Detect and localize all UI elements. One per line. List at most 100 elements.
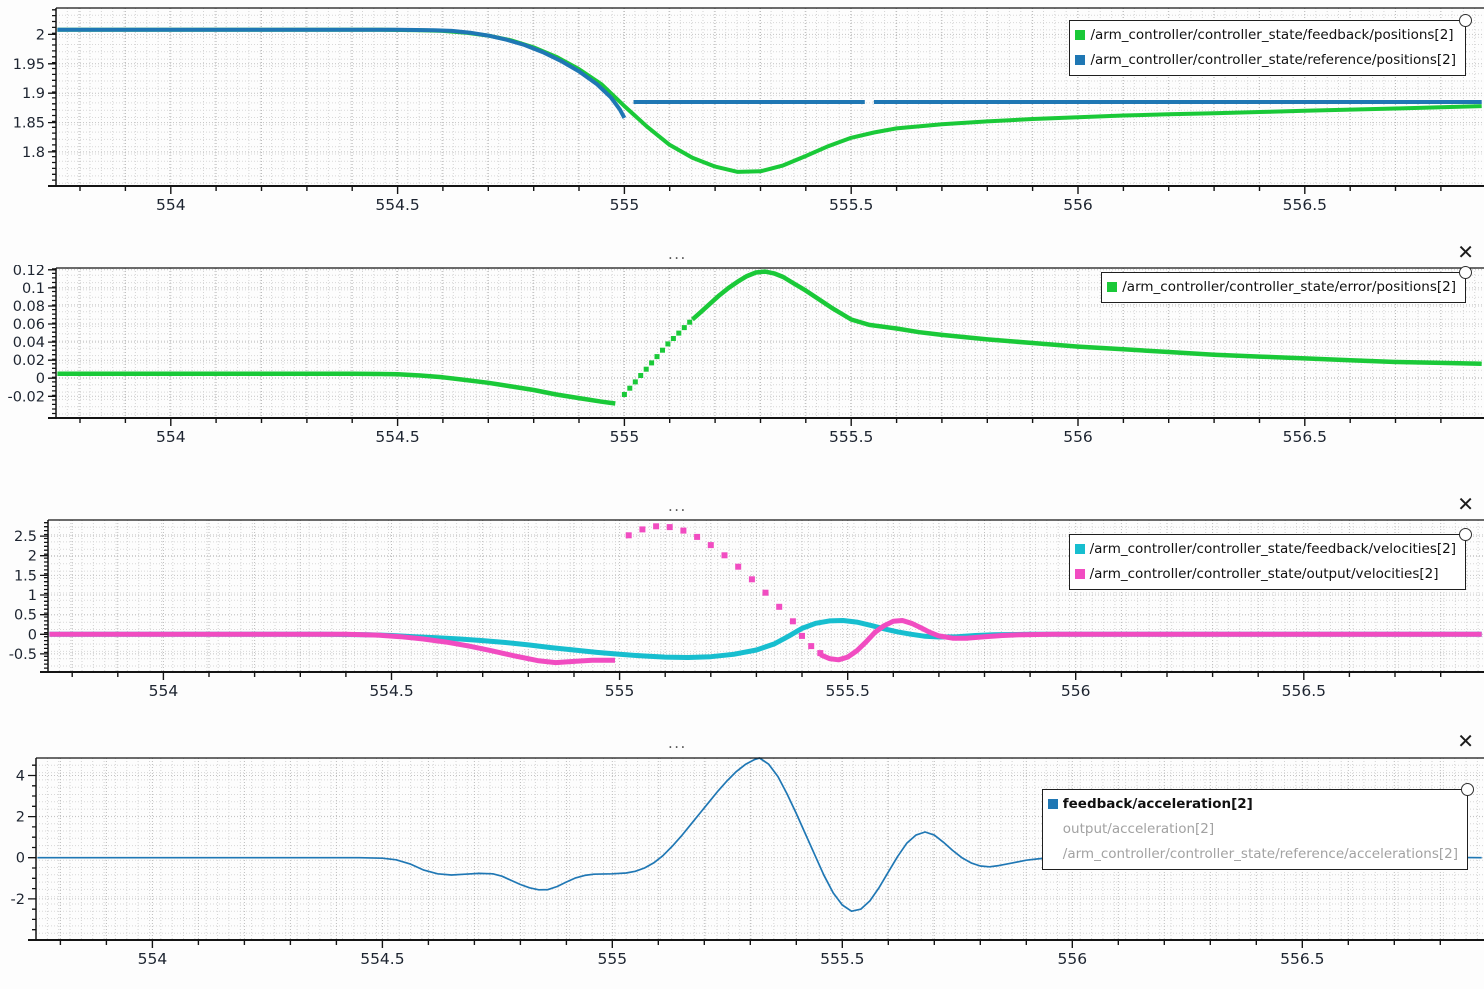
- y-tick-label: 0: [16, 851, 25, 867]
- legend-box: /arm_controller/controller_state/feedbac…: [1068, 528, 1472, 590]
- splitter-2: ... ✕: [0, 492, 1484, 520]
- x-tick-label: 554.5: [360, 950, 404, 968]
- series: [37, 757, 1482, 913]
- series-dot: [649, 360, 655, 366]
- legend-item-label: /arm_controller/controller_state/output/…: [1089, 565, 1439, 582]
- legend-item[interactable]: output/acceleration[2]: [1047, 817, 1459, 842]
- series: [49, 523, 1482, 666]
- legend-item-label: /arm_controller/controller_state/referen…: [1090, 51, 1456, 68]
- legend-item[interactable]: /arm_controller/controller_state/error/p…: [1106, 275, 1457, 300]
- series-dot: [639, 526, 646, 533]
- y-tick-label: 1.5: [14, 568, 37, 584]
- x-tick-label: 555: [610, 428, 640, 446]
- splitter-drag-handle[interactable]: ...: [668, 497, 687, 515]
- series-dot: [694, 533, 701, 540]
- canvas-positions-plot[interactable]: 554 554.5 555 555.5 556 556.5 2 1.95 1.9 1.85 1.8: [0, 0, 1484, 215]
- x-tick-label: 554.5: [375, 428, 419, 446]
- y-tick-label: 1: [28, 588, 37, 604]
- x-tick-label: 556.5: [1282, 682, 1326, 700]
- legend-item-label: /arm_controller/controller_state/feedbac…: [1090, 27, 1454, 43]
- x-tick-label: 556: [1063, 196, 1093, 214]
- series-dot: [748, 576, 755, 583]
- canvas-velocities-plot[interactable]: 554 554.5 555 555.5 556 556.5 2.5 2 1.5 1 0.5 0 -0.5: [0, 518, 1484, 703]
- y-tick-label: -0.5: [9, 647, 37, 663]
- legend-item[interactable]: feedback/acceleration[2]: [1047, 792, 1459, 817]
- grid: [56, 8, 1484, 186]
- series-dot: [789, 618, 796, 625]
- y-tick-label: 2: [28, 549, 37, 565]
- legend-box: /arm_controller/controller_state/error/p…: [1101, 266, 1472, 303]
- series: [57, 269, 1482, 406]
- series-dot: [762, 589, 769, 596]
- y-tick-label: 2.5: [14, 529, 37, 545]
- legend-color-swatch-icon: [1107, 282, 1118, 293]
- y-tick-label: 2: [16, 810, 25, 826]
- series-dot: [735, 563, 742, 570]
- grid: [56, 268, 1484, 418]
- splitter-3: ... ✕: [0, 729, 1484, 757]
- y-tick-label: -2: [11, 892, 25, 908]
- legend-item[interactable]: /arm_controller/controller_state/referen…: [1074, 48, 1457, 73]
- axes: 554 554.5 555 555.5 556 556.5 2 1.95 1.9 1.85 1.8: [13, 7, 1484, 214]
- y-tick-label: 4: [16, 768, 25, 784]
- close-plot-button[interactable]: ✕: [1457, 729, 1474, 753]
- series-dot: [776, 603, 783, 610]
- series: [57, 27, 1482, 174]
- close-plot-button[interactable]: ✕: [1457, 492, 1474, 516]
- legend-handle-knob[interactable]: [1461, 783, 1474, 796]
- series-line: [819, 618, 1482, 663]
- legend-item[interactable]: /arm_controller/controller_state/referen…: [1047, 842, 1459, 867]
- series-dot: [670, 336, 676, 341]
- legend-item[interactable]: /arm_controller/controller_state/output/…: [1074, 562, 1457, 587]
- x-tick-label: 555: [610, 196, 640, 214]
- legend-handle-knob[interactable]: [1459, 266, 1472, 279]
- legend-handle-knob[interactable]: [1459, 14, 1472, 27]
- series-dot: [808, 643, 815, 650]
- close-plot-button[interactable]: ✕: [1457, 240, 1474, 264]
- legend-item-label: /arm_controller/controller_state/referen…: [1062, 845, 1458, 862]
- series-dot: [681, 325, 687, 331]
- series-dot: [676, 330, 682, 336]
- x-tick-label: 555.5: [829, 196, 873, 214]
- series-line: [49, 631, 615, 666]
- y-tick-label: 2: [36, 27, 45, 43]
- y-tick-label: 0.12: [13, 265, 45, 279]
- splitter-drag-handle[interactable]: ...: [668, 245, 687, 263]
- x-tick-label: 555.5: [829, 428, 873, 446]
- series-dot: [638, 373, 644, 378]
- legend-item-label: output/acceleration[2]: [1062, 820, 1215, 837]
- legend-box: feedback/acceleration[2] output/accelerat…: [1041, 783, 1474, 870]
- series-dot: [665, 341, 671, 347]
- canvas-error-plot[interactable]: 554 554.5 555 555.5 556 556.5 0.12 0.1 0.08 0.06 0…: [0, 265, 1484, 450]
- y-tick-label: 0.04: [13, 335, 45, 351]
- series-dot: [660, 347, 665, 353]
- x-tick-label: 554: [156, 428, 186, 446]
- legend-item[interactable]: /arm_controller/controller_state/feedbac…: [1074, 537, 1457, 562]
- legend-color-swatch-icon: [1075, 55, 1086, 66]
- legend-item-label: feedback/acceleration[2]: [1062, 796, 1253, 812]
- legend-color-swatch-icon: [1074, 569, 1085, 580]
- y-tick-label: 0.08: [13, 299, 45, 315]
- x-tick-label: 556: [1063, 428, 1093, 446]
- series-line: [49, 618, 1482, 660]
- x-tick-label: 555: [598, 950, 628, 968]
- legend-box: /arm_controller/controller_state/feedbac…: [1069, 14, 1472, 76]
- y-tick-label: 0: [36, 371, 45, 387]
- series-dot: [643, 366, 649, 372]
- x-tick-label: 556: [1061, 682, 1091, 700]
- grid: [48, 520, 1484, 672]
- series-line: [37, 757, 1482, 913]
- x-tick-label: 554.5: [369, 682, 413, 700]
- x-tick-label: 556: [1058, 950, 1088, 968]
- legend-item[interactable]: /arm_controller/controller_state/feedbac…: [1074, 23, 1457, 48]
- axes: 554 554.5 555 555.5 556 556.5 4 2 0 -2: [11, 757, 1484, 968]
- legend-handle-knob[interactable]: [1459, 528, 1472, 541]
- x-tick-label: 554: [149, 682, 179, 700]
- x-tick-label: 555.5: [820, 950, 864, 968]
- legend-color-swatch-icon: [1074, 544, 1085, 555]
- y-tick-label: 0.06: [13, 317, 45, 333]
- series-dot: [653, 523, 660, 530]
- splitter-drag-handle[interactable]: ...: [668, 734, 687, 752]
- x-tick-label: 556.5: [1283, 196, 1327, 214]
